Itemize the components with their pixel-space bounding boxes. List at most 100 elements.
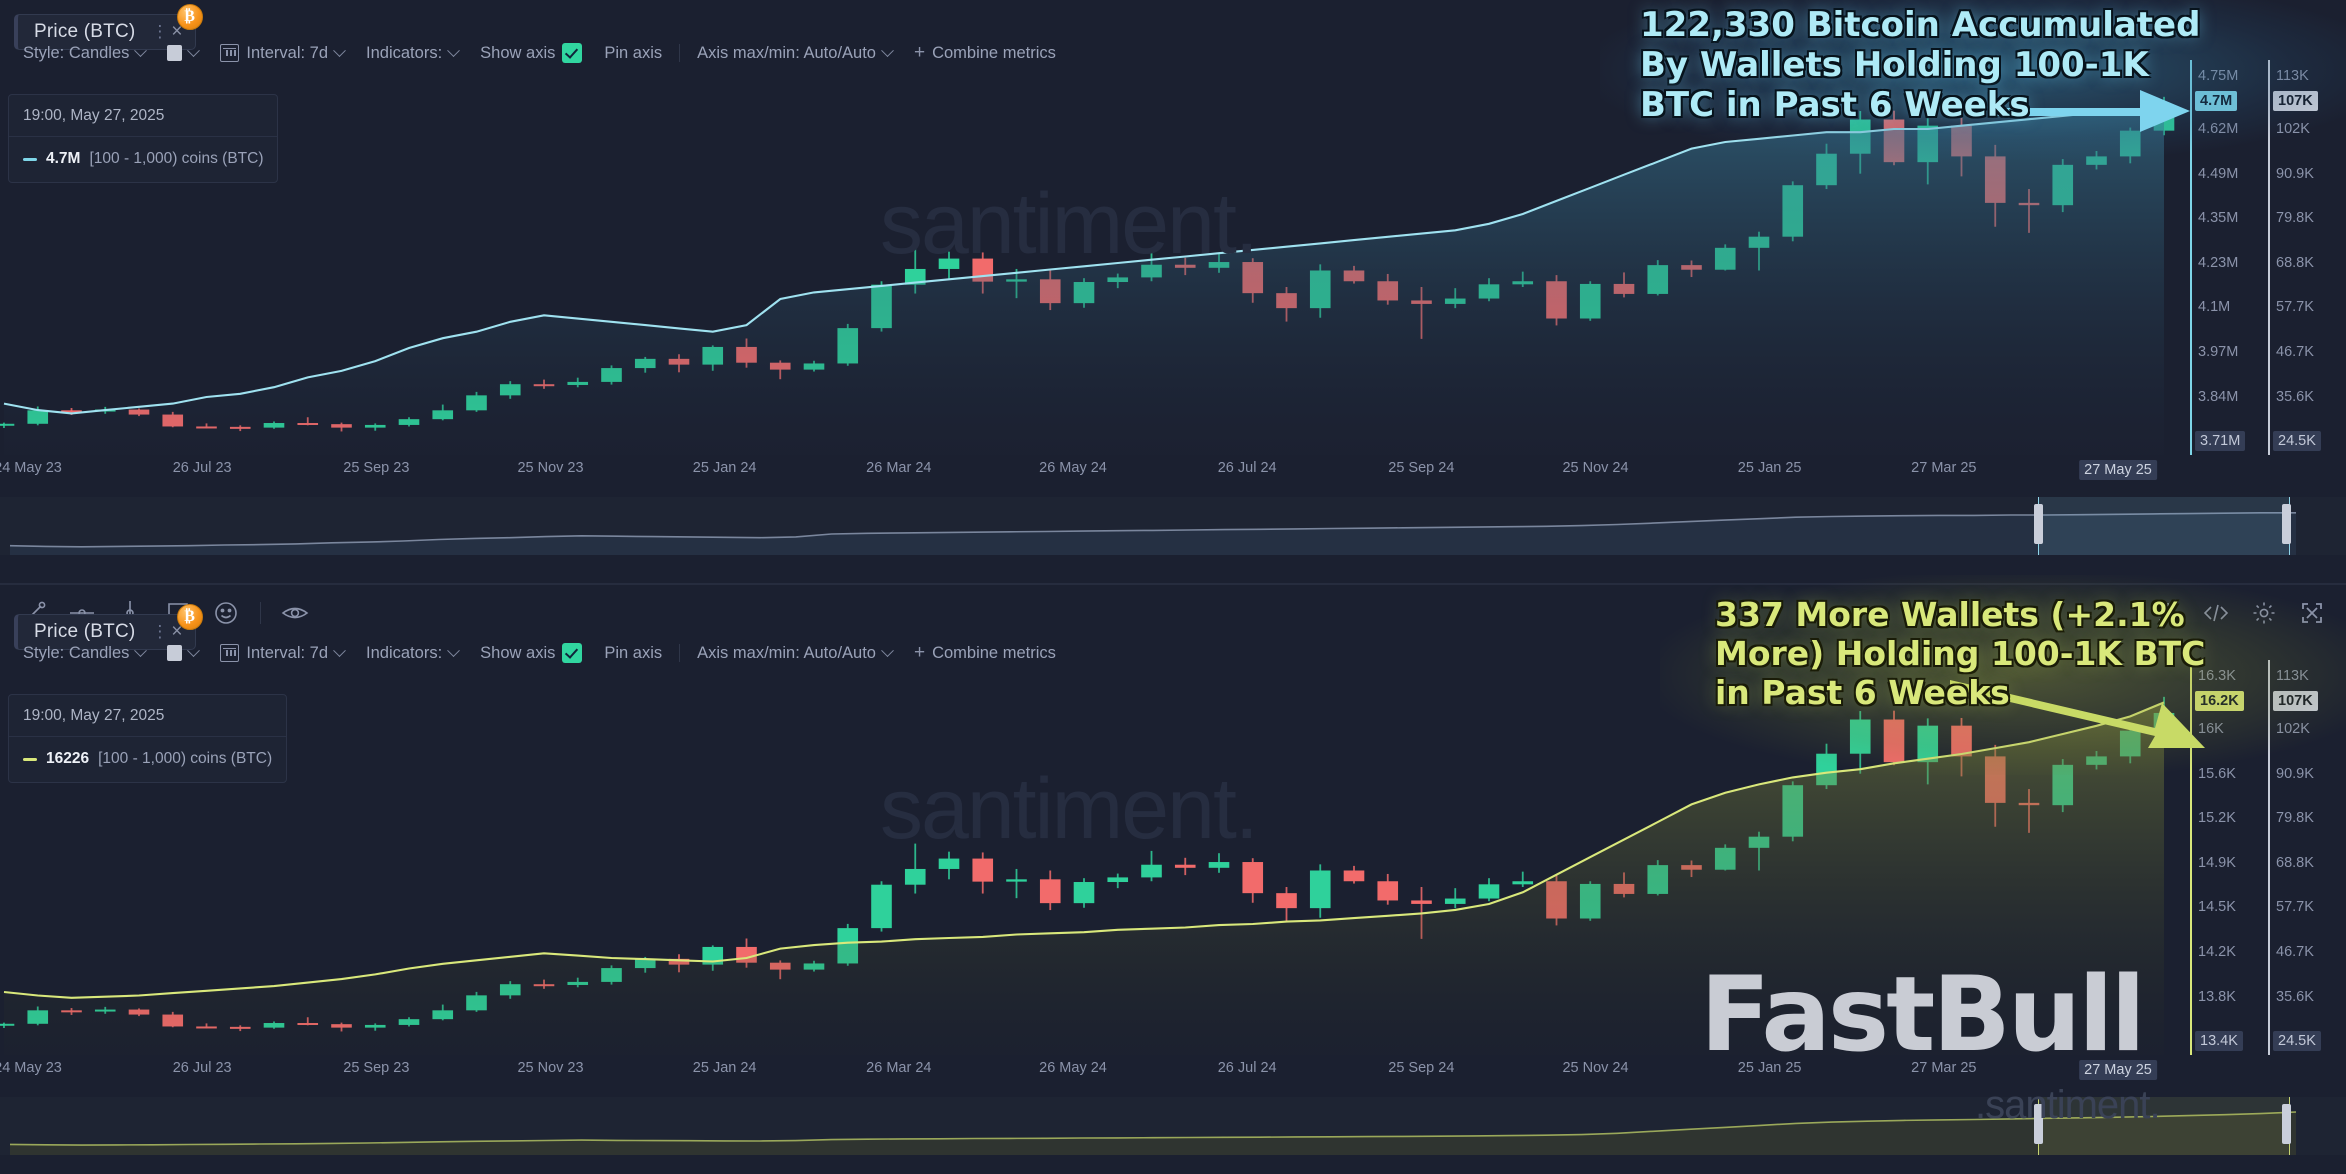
axis-minmax-dropdown-top[interactable]: Axis max/min: Auto/Auto (686, 40, 903, 66)
y-axis-tick: 4.62M (2198, 121, 2239, 138)
y-axis-tick: 35.6K (2276, 988, 2314, 1005)
y-axis-tick: 79.8K (2276, 210, 2314, 227)
legend-row: 16226 [100 - 1,000) coins (BTC) (9, 737, 286, 782)
price-chart-plot-bottom[interactable] (0, 660, 2190, 1055)
chevron-down-icon (333, 43, 346, 57)
y-axis-right-bottom[interactable]: 113K 107K 102K 90.9K 79.8K 68.8K 57.7K 46.7K 35.… (2268, 660, 2344, 1055)
navigator-handle-left-bottom[interactable] (2034, 1104, 2043, 1144)
legend-row: 4.7M [100 - 1,000) coins (BTC) (9, 137, 277, 182)
x-axis-tick: 27 Mar 25 (1911, 1060, 1977, 1076)
x-axis-tick: 27 Mar 25 (1911, 460, 1977, 476)
chart-panel-top: Price (BTC) ⋮ × ₿ Style: Candles Interva… (0, 0, 2346, 585)
y-axis-tick: 14.2K (2198, 944, 2236, 961)
metric-tab-menu-icon[interactable]: ⋮ (151, 22, 169, 41)
checkbox-checked-icon[interactable] (562, 643, 583, 663)
interval-label: Interval: 7d (246, 43, 329, 62)
style-dropdown-top[interactable]: Style: Candles (12, 40, 156, 66)
show-axis-toggle-top[interactable]: Show axis (469, 40, 593, 66)
y-axis-tick: 16.3K (2198, 667, 2236, 684)
annotation-arrow-bottom (1950, 680, 2205, 748)
navigator-handle-right-top[interactable] (2282, 504, 2291, 544)
y-axis-tick: 102K (2276, 121, 2310, 138)
axis-minmax-dropdown-bottom[interactable]: Axis max/min: Auto/Auto (686, 640, 903, 666)
y-axis-tick: 68.8K (2276, 254, 2314, 271)
x-axis-tick: 25 Nov 23 (517, 460, 584, 476)
combine-metrics-button-bottom[interactable]: + Combine metrics (903, 640, 1067, 666)
x-axis-tick: 25 Sep 23 (343, 460, 410, 476)
show-axis-toggle-bottom[interactable]: Show axis (469, 640, 593, 666)
annotation-arrow-top (1990, 90, 2190, 132)
indicators-dropdown-top[interactable]: Indicators: (355, 40, 469, 66)
x-axis-tick: 26 Jul 23 (172, 460, 232, 476)
y-axis-left-bottom[interactable]: 16.3K 16.2K 16K 15.6K 15.2K 14.9K 14.5K 14.2K 13… (2190, 660, 2266, 1055)
metric-tab-price-btc-top[interactable]: Price (BTC) ⋮ × ₿ (14, 4, 203, 50)
chevron-down-icon (881, 43, 894, 57)
download-icon[interactable] (2144, 585, 2192, 641)
navigator-handle-left-top[interactable] (2034, 504, 2043, 544)
y-axis-tick: 46.7K (2276, 344, 2314, 361)
color-swatch-icon (167, 45, 183, 61)
axis-minmax-label: Axis max/min: Auto/Auto (697, 643, 876, 662)
fullscreen-icon[interactable] (2288, 585, 2336, 641)
y-axis-tick: 24.5K (2273, 431, 2321, 452)
range-navigator-bottom[interactable] (0, 1097, 2346, 1155)
metric-tab-label: Price (BTC) (34, 621, 136, 642)
embed-code-icon[interactable] (2192, 585, 2240, 641)
legend-date: 19:00, May 27, 2025 (9, 695, 287, 737)
pin-axis-button-top[interactable]: Pin axis (593, 40, 673, 66)
y-axis-tick: 16K (2198, 721, 2224, 738)
combine-metrics-label: Combine metrics (932, 643, 1056, 662)
style-dropdown-bottom[interactable]: Style: Candles (12, 640, 156, 666)
interval-dropdown-bottom[interactable]: Interval: 7d (209, 640, 355, 666)
range-navigator-top[interactable] (0, 497, 2346, 555)
chevron-down-icon (187, 43, 201, 57)
emoji-icon[interactable] (202, 585, 250, 641)
y-axis-tick: 13.4K (2195, 1031, 2243, 1052)
plus-icon: + (913, 642, 926, 663)
color-dropdown-top[interactable] (156, 40, 209, 66)
plus-icon: + (913, 42, 926, 63)
navigator-handle-right-bottom[interactable] (2282, 1104, 2291, 1144)
metric-tab-menu-icon[interactable]: ⋮ (151, 622, 169, 641)
metric-tab-close-icon[interactable]: × (171, 621, 183, 642)
navigator-selection-bottom[interactable] (2038, 1097, 2290, 1155)
navigator-selection-top[interactable] (2038, 497, 2290, 555)
fastbull-watermark: FastBull (1700, 955, 2146, 1075)
x-axis-tick: 27 May 25 (2079, 1060, 2157, 1080)
x-axis-tick: 26 Jul 23 (172, 1060, 232, 1076)
price-chart-plot-top[interactable] (0, 60, 2190, 455)
y-axis-tick: 113K (2276, 67, 2309, 84)
checkbox-checked-icon[interactable] (562, 43, 583, 63)
x-axis-tick: 25 Nov 24 (1562, 1060, 1629, 1076)
axis-minmax-label: Axis max/min: Auto/Auto (697, 43, 876, 62)
y-axis-current-value: 107K (2273, 91, 2318, 112)
x-axis-tick: 24 May 23 (0, 460, 62, 476)
gear-icon[interactable] (2240, 585, 2288, 641)
navigator-preview-top (9, 512, 2296, 555)
y-axis-tick: 14.9K (2198, 854, 2236, 871)
pin-axis-button-bottom[interactable]: Pin axis (593, 640, 673, 666)
y-axis-tick: 4.23M (2198, 254, 2239, 271)
chevron-down-icon (187, 643, 201, 657)
y-axis-current-value: 16.2K (2195, 691, 2244, 712)
metric-tab-price-btc-bottom[interactable]: Price (BTC) ⋮ × ₿ (14, 604, 203, 650)
color-dropdown-bottom[interactable] (156, 640, 209, 666)
x-axis-tick: 26 Mar 24 (866, 460, 932, 476)
chart-legend-bottom: 19:00, May 27, 2025 16226 [100 - 1,000) … (8, 694, 288, 783)
y-axis-tick: 35.6K (2276, 388, 2314, 405)
metric-tab-close-icon[interactable]: × (171, 21, 183, 42)
chevron-down-icon (134, 643, 148, 657)
metric-tab-row-top: Price (BTC) ⋮ × ₿ (0, 4, 203, 54)
y-axis-left-top[interactable]: 4.75M 4.7M 4.62M 4.49M 4.35M 4.23M 4.1M 3.97M 3.… (2190, 60, 2266, 455)
chevron-down-icon (333, 643, 346, 657)
y-axis-tick: 3.97M (2198, 344, 2239, 361)
eye-icon[interactable] (271, 585, 319, 641)
y-axis-tick: 4.49M (2198, 165, 2239, 182)
combine-metrics-button-top[interactable]: + Combine metrics (903, 40, 1067, 66)
supply-line-top (3, 108, 2164, 415)
y-axis-current-value: 4.7M (2195, 91, 2238, 112)
indicators-dropdown-bottom[interactable]: Indicators: (355, 640, 469, 666)
y-axis-right-top[interactable]: 113K 107K 102K 90.9K 79.8K 68.8K 57.7K 46.7K 35.… (2268, 60, 2344, 455)
interval-dropdown-top[interactable]: Interval: 7d (209, 40, 355, 66)
y-axis-tick: 68.8K (2276, 854, 2314, 871)
